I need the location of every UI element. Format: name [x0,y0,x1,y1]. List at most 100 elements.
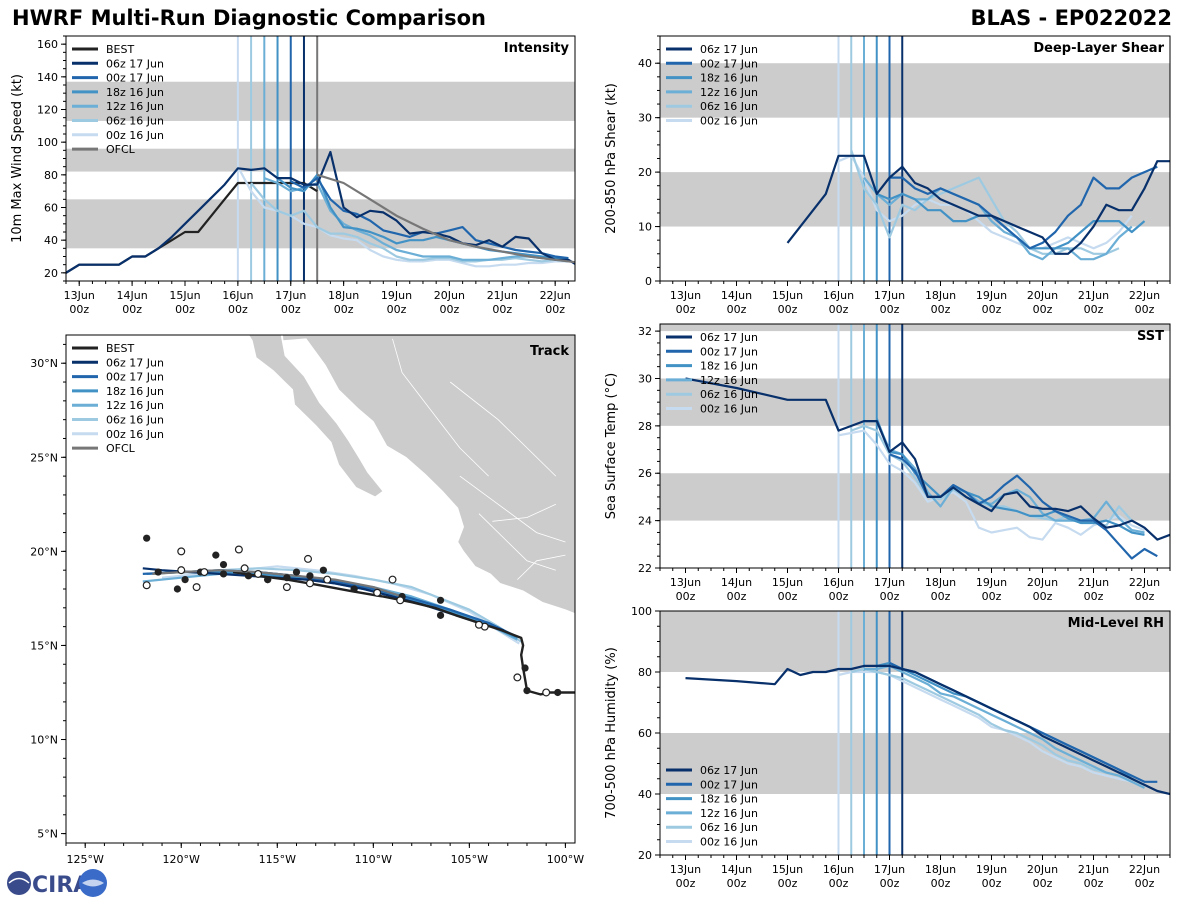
x-tick-day-label: 17Jun [874,289,905,302]
series-group [66,150,575,274]
legend-label: 00z 17 Jun [700,778,758,791]
track-line-best [232,570,575,696]
x-tick-day-label: 16Jun [823,863,854,876]
x-tick-hour-label: 00z [880,303,900,316]
panel-title: Track [530,344,569,359]
x-tick-day-label: 18Jun [925,576,956,589]
track-point-filled [554,688,562,697]
x-tick-day-label: 16Jun [823,576,854,589]
series-line-00z-16-jun [838,154,1133,250]
track-point-hollow [254,569,263,578]
shaded-band [660,611,1170,672]
legend-label: 18z 16 Jun [106,86,164,99]
x-tick-hour-label: 00z [727,877,747,890]
x-tick-day-label: 19Jun [381,289,412,302]
shaded-band [660,378,1170,426]
state-border [492,503,556,522]
track-point-hollow [323,575,332,584]
x-tick-hour-label: 00z [778,303,798,316]
track-point-filled [350,585,358,593]
x-tick-hour-label: 00z [1135,877,1155,890]
baja-peninsula [248,335,384,498]
legend-label: 06z 16 Jun [700,388,758,401]
track-point-hollow [542,688,551,697]
x-tick-hour-label: 00z [387,303,407,316]
legend-label: BEST [106,43,134,56]
x-tick-day-label: 19Jun [976,289,1007,302]
track-point-hollow [177,547,186,556]
shaded-band [660,473,1170,521]
track-point-hollow [304,554,313,563]
legend-label: 12z 16 Jun [700,807,758,820]
x-tick-day-label: 20Jun [1027,576,1058,589]
x-tick-day-label: 18Jun [925,863,956,876]
legend-label: 06z 17 Jun [106,57,164,70]
legend-label: 06z 17 Jun [700,43,758,56]
globe-icon [7,871,31,895]
y-tick-label: 24 [638,515,652,528]
track-point-filled [219,560,228,569]
lat-tick-label: 25°N [30,451,58,464]
series-line-ofcl [316,173,575,264]
page-title: HWRF Multi-Run Diagnostic Comparison [12,6,487,30]
track-point-hollow [282,583,291,592]
x-tick-day-label: 17Jun [874,863,905,876]
x-tick-hour-label: 00z [778,590,798,603]
x-tick-day-label: 21Jun [1078,863,1109,876]
y-tick-label: 20 [638,166,652,179]
track-point-filled [154,568,162,576]
x-tick-hour-label: 00z [829,303,849,316]
y-tick-label: 28 [638,420,652,433]
shear-panel: 01020304013Jun00z14Jun00z15Jun00z16Jun00… [604,35,1171,316]
track-point-filled [244,572,253,580]
lat-tick-label: 5°N [37,828,58,841]
track-point-filled [219,570,228,578]
series-group [685,377,1170,560]
x-tick-hour-label: 00z [982,877,1002,890]
track-panel: 125°W 120°W 115°W 110°W 105°W 100°W 5°N 10°N 15°… [30,334,584,866]
x-tick-day-label: 20Jun [1027,289,1058,302]
x-tick-hour-label: 00z [440,303,460,316]
y-tick-label: 60 [638,727,652,740]
x-tick-day-label: 14Jun [117,289,148,302]
panel-title: Deep-Layer Shear [1033,41,1164,56]
legend-label: 00z 16 Jun [700,115,758,128]
x-tick-hour-label: 00z [676,303,696,316]
x-tick-day-label: 22Jun [1129,863,1160,876]
lon-tick-label: 120°W [163,853,200,866]
track-point-hollow [513,673,522,682]
track-point-hollow [305,579,314,588]
x-tick-day-label: 22Jun [1129,289,1160,302]
x-tick-hour-label: 00z [880,877,900,890]
x-tick-hour-label: 00z [1084,590,1104,603]
intensity-panel: 2040608010012014016013Jun00z14Jun00z15Ju… [10,35,576,316]
legend-label: 00z 16 Jun [700,403,758,416]
legend-label: 06z 16 Jun [106,115,164,128]
legend-label: 18z 16 Jun [106,385,164,398]
x-tick-day-label: 18Jun [328,289,359,302]
legend-label: 12z 16 Jun [700,374,758,387]
x-tick-hour-label: 00z [175,303,195,316]
x-tick-hour-label: 00z [982,303,1002,316]
y-tick-label: 160 [37,38,58,51]
legend-label: 06z 16 Jun [106,414,164,427]
mexico-mainland [282,335,575,614]
x-tick-hour-label: 00z [727,590,747,603]
shaded-band [66,199,575,249]
state-border [478,513,556,571]
legend-label: 00z 17 Jun [700,345,758,358]
x-tick-day-label: 15Jun [772,289,803,302]
y-tick-label: 22 [638,562,652,575]
y-tick-label: 40 [44,234,58,247]
legend-label: 00z 17 Jun [700,57,758,70]
x-tick-day-label: 13Jun [64,289,95,302]
x-tick-hour-label: 00z [880,590,900,603]
shaded-band [660,63,1170,118]
track-point-hollow [192,583,201,592]
series-group [685,661,1170,796]
x-tick-hour-label: 00z [982,590,1002,603]
series-line-06z-16-jun [250,182,569,263]
lon-tick-label: 115°W [259,853,296,866]
track-point-hollow [234,545,243,554]
legend-label: OFCL [106,143,136,156]
